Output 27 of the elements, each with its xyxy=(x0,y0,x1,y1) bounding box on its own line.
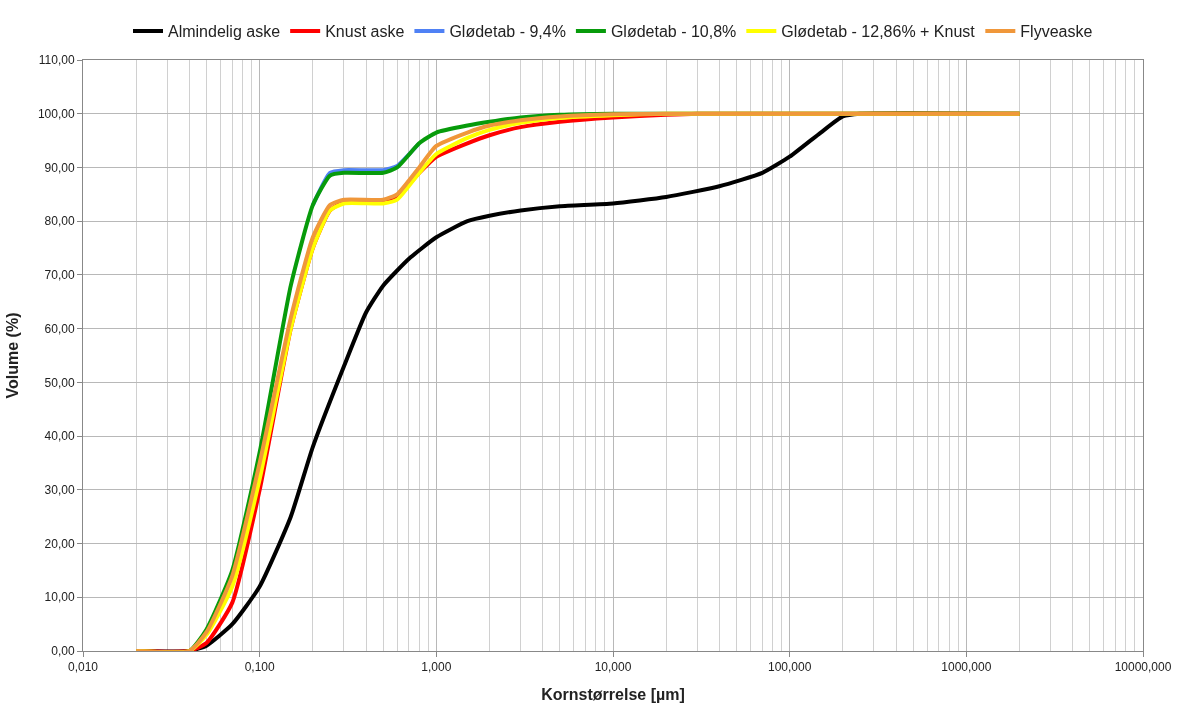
legend-label: Glødetab - 9,4% xyxy=(449,23,566,41)
y-tick-label: 50,00 xyxy=(44,375,75,390)
y-tick-label: 30,00 xyxy=(44,483,75,498)
legend-label: Glødetab - 12,86% + Knust xyxy=(781,23,976,41)
legend-label: Almindelig aske xyxy=(168,23,281,41)
y-tick-label: 40,00 xyxy=(44,429,75,444)
y-tick-label: 10,00 xyxy=(44,590,75,605)
x-tick-label: 1000,000 xyxy=(941,660,992,675)
x-axis-title: Kornstørrelse [µm] xyxy=(541,686,685,704)
y-tick-label: 80,00 xyxy=(44,214,75,229)
y-tick-label: 110,00 xyxy=(38,53,75,68)
y-tick-label: 70,00 xyxy=(44,268,75,283)
x-tick-label: 0,010 xyxy=(67,660,99,675)
y-tick-label: 60,00 xyxy=(44,321,75,336)
y-axis-title: Volume (%) xyxy=(3,312,21,399)
legend-label: Knust aske xyxy=(325,23,405,41)
legend-label: Flyveaske xyxy=(1020,23,1093,41)
x-tick-label: 0,100 xyxy=(244,660,276,675)
y-tick-label: 100,00 xyxy=(37,106,75,121)
x-tick-label: 1,000 xyxy=(421,660,452,675)
x-tick-label: 100,000 xyxy=(767,660,812,675)
x-tick-label: 10000,000 xyxy=(1114,660,1172,675)
y-tick-label: 20,00 xyxy=(44,536,75,551)
y-tick-label: 0,00 xyxy=(51,644,75,659)
x-tick-label: 10,000 xyxy=(594,660,632,675)
y-tick-label: 90,00 xyxy=(44,160,75,175)
legend-label: Glødetab - 10,8% xyxy=(610,23,737,41)
